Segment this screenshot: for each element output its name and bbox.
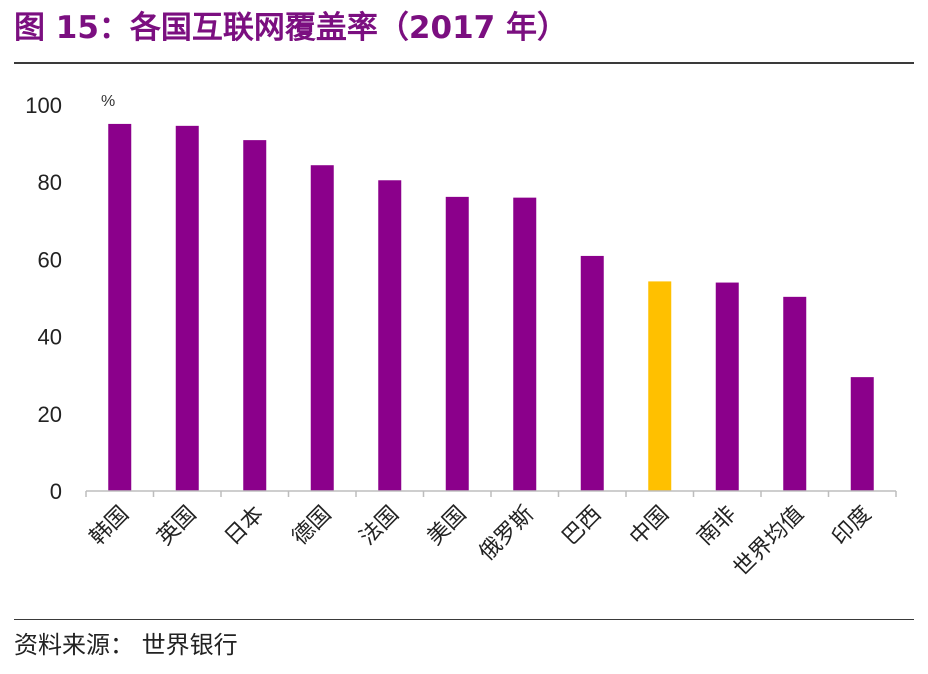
bar: [513, 197, 537, 491]
y-tick-label: 80: [38, 170, 62, 195]
category-label: 韩国: [85, 502, 134, 551]
bar: [175, 125, 199, 492]
category-label: 巴西: [558, 502, 607, 551]
bar: [715, 282, 739, 491]
bar: [310, 165, 334, 491]
category-label: 美国: [423, 502, 472, 551]
y-tick-label: 100: [25, 93, 62, 118]
y-tick-label: 60: [38, 247, 62, 272]
category-label: 德国: [288, 502, 337, 551]
bar: [378, 180, 402, 491]
category-label: 中国: [625, 502, 674, 551]
category-label: 俄罗斯: [475, 502, 539, 566]
bar: [648, 281, 672, 491]
bar: [580, 255, 604, 491]
bar: [108, 123, 132, 491]
bars: [108, 123, 874, 492]
bar: [445, 196, 469, 492]
bar: [850, 377, 874, 491]
category-label: 法国: [355, 502, 404, 551]
category-label: 日本: [220, 502, 269, 551]
category-label: 印度: [828, 502, 877, 551]
bar: [243, 140, 267, 491]
category-label: 英国: [153, 502, 202, 551]
chart-title: 图 15：各国互联网覆盖率（2017 年）: [14, 10, 569, 46]
source-note: 资料来源： 世界银行: [14, 631, 238, 659]
y-tick-label: 20: [38, 402, 62, 427]
y-axis-ticks: 0 20 40 60 80 100: [25, 93, 62, 504]
category-label: 南非: [693, 502, 742, 551]
x-axis-tick-marks: [85, 491, 897, 497]
bar: [783, 296, 807, 491]
category-label: 世界均值: [729, 502, 809, 582]
y-tick-label: 0: [50, 479, 62, 504]
source-divider: [14, 619, 914, 620]
y-tick-label: 40: [38, 325, 62, 350]
title-divider: [14, 62, 914, 64]
y-axis-unit: %: [101, 93, 115, 110]
